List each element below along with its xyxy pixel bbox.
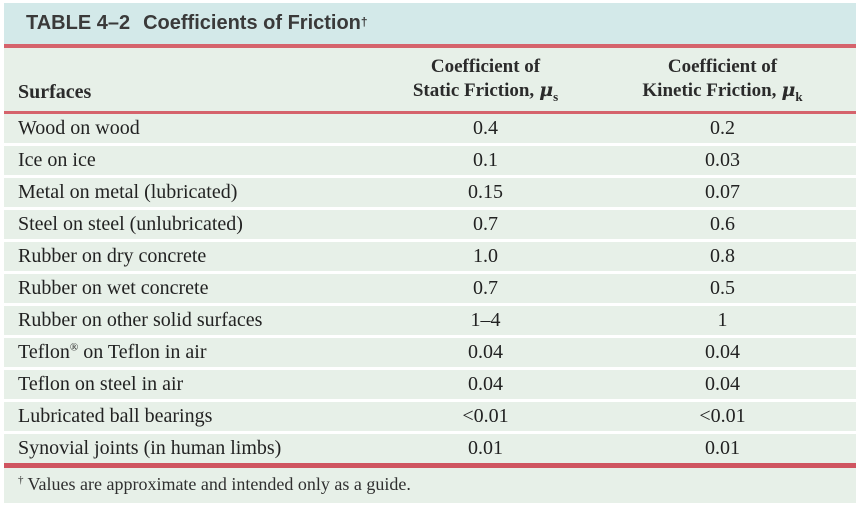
table-row: Rubber on other solid surfaces 1–4 1: [4, 306, 856, 335]
kinetic-value-cell: 0.04: [705, 373, 740, 395]
surface-cell: Ice on ice: [18, 149, 96, 171]
header-rule: [4, 111, 856, 114]
kinetic-value-cell: 1: [717, 309, 728, 331]
mu-symbol: μ: [781, 78, 796, 101]
static-value-cell: 0.7: [473, 277, 498, 299]
surface-text: on Teflon in air: [78, 341, 207, 363]
footnote-text: Values are approximate and intended only…: [27, 474, 411, 494]
kinetic-value-cell: 0.07: [705, 181, 740, 203]
table-row: Rubber on dry concrete 1.0 0.8: [4, 242, 856, 271]
static-value-cell: 0.15: [468, 181, 503, 203]
mu-subscript-k: k: [795, 88, 803, 104]
table-body: Wood on wood 0.4 0.2 Ice on ice 0.1 0.03…: [4, 114, 856, 463]
static-value-cell: 0.1: [473, 149, 498, 171]
kinetic-value-cell: 0.03: [705, 149, 740, 171]
surface-cell: Lubricated ball bearings: [18, 405, 213, 427]
table-title-band: TABLE 4–2 Coefficients of Friction †: [4, 3, 856, 44]
table-row: Teflon on steel in air 0.04 0.04: [4, 370, 856, 399]
static-value-cell: 0.04: [468, 373, 503, 395]
column-header-static: Coefficient of Static Friction, μs: [382, 55, 589, 111]
mu-subscript-s: s: [553, 88, 559, 104]
surface-cell: Rubber on wet concrete: [18, 277, 209, 299]
static-value-cell: 1–4: [470, 309, 501, 331]
table-title: Coefficients of Friction: [143, 12, 361, 34]
registered-trademark-symbol: ®: [69, 341, 79, 354]
kinetic-value-cell: 0.6: [710, 213, 735, 235]
static-header-line1: Coefficient of: [430, 56, 541, 78]
surface-text: Teflon: [18, 341, 70, 363]
static-header-line2: Static Friction,: [412, 79, 535, 101]
column-header-kinetic: Coefficient of Kinetic Friction, μk: [589, 55, 856, 111]
static-value-cell: <0.01: [462, 405, 509, 427]
table-row: Steel on steel (unlubricated) 0.7 0.6: [4, 210, 856, 239]
surface-cell: Steel on steel (unlubricated): [18, 213, 243, 235]
surface-cell: Teflon on steel in air: [18, 373, 184, 395]
table-row: Lubricated ball bearings <0.01 <0.01: [4, 402, 856, 431]
kinetic-value-cell: <0.01: [699, 405, 746, 427]
mu-symbol: μ: [539, 78, 554, 101]
table-row: Teflon® on Teflon in air 0.04 0.04: [4, 338, 856, 367]
table-row: Ice on ice 0.1 0.03: [4, 146, 856, 175]
kinetic-value-cell: 0.01: [705, 437, 740, 459]
table-row: Synovial joints (in human limbs) 0.01 0.…: [4, 434, 856, 463]
static-value-cell: 0.01: [468, 437, 503, 459]
footnote-dagger: †: [18, 474, 24, 486]
kinetic-value-cell: 0.2: [710, 117, 735, 139]
surface-cell: Metal on metal (lubricated): [18, 181, 238, 203]
table-footnote: † Values are approximate and intended onl…: [4, 468, 856, 503]
kinetic-value-cell: 0.5: [710, 277, 735, 299]
surface-cell: Teflon® on Teflon in air: [4, 341, 382, 364]
table-row: Metal on metal (lubricated) 0.15 0.07: [4, 178, 856, 207]
kinetic-value-cell: 0.8: [710, 245, 735, 267]
bottom-rule: [4, 463, 856, 468]
static-value-cell: 0.04: [468, 341, 503, 363]
surface-cell: Rubber on other solid surfaces: [18, 309, 263, 331]
static-value-cell: 1.0: [473, 245, 498, 267]
kinetic-value-cell: 0.04: [705, 341, 740, 363]
table-header-row: Surfaces Coefficient of Static Friction,…: [4, 48, 856, 111]
kinetic-header-line1: Coefficient of: [667, 56, 778, 78]
static-value-cell: 0.7: [473, 213, 498, 235]
title-rule: [4, 44, 856, 48]
surface-cell: Wood on wood: [18, 117, 140, 139]
surface-cell: Rubber on dry concrete: [18, 245, 207, 267]
table-number: TABLE 4–2: [26, 12, 131, 34]
table-row: Rubber on wet concrete 0.7 0.5: [4, 274, 856, 303]
surface-cell: Synovial joints (in human limbs): [18, 437, 282, 459]
static-value-cell: 0.4: [473, 117, 498, 139]
kinetic-header-line2: Kinetic Friction,: [642, 79, 777, 101]
column-header-surfaces: Surfaces: [18, 81, 92, 103]
table-row: Wood on wood 0.4 0.2: [4, 114, 856, 143]
